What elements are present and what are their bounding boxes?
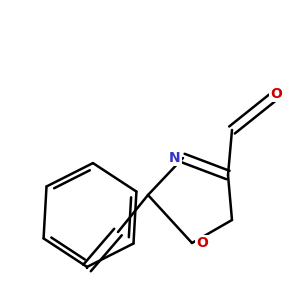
Text: O: O [196,236,208,250]
Text: N: N [169,151,181,165]
Text: O: O [270,87,282,101]
